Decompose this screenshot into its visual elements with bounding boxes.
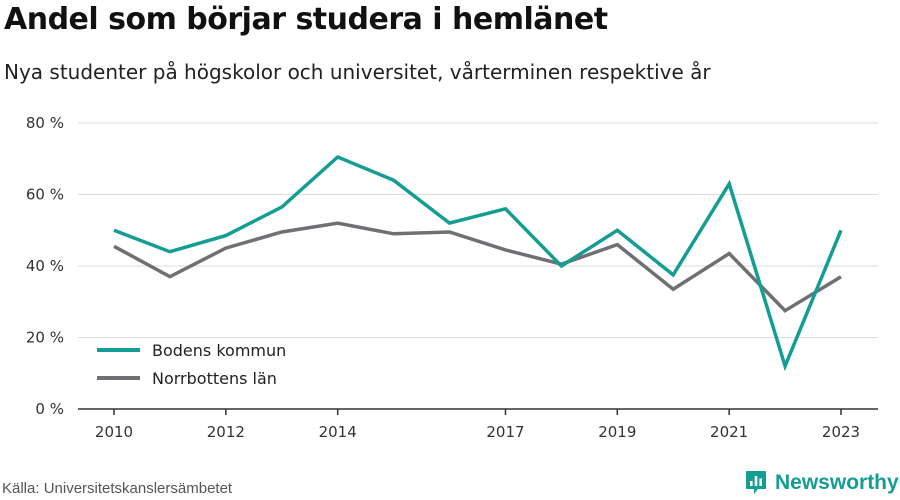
legend: Bodens kommun Norrbottens län (97, 341, 286, 388)
y-tick-label: 40 % (26, 257, 64, 275)
bar-chart-logo-icon (746, 471, 766, 494)
y-tick-label: 20 % (26, 329, 64, 347)
chart-subtitle: Nya studenter på högskolor och universit… (4, 60, 711, 84)
x-tick-label: 2017 (486, 423, 524, 441)
series-layer (113, 154, 843, 372)
y-tick-label: 0 % (35, 400, 64, 418)
x-tick-label: 2012 (207, 423, 245, 441)
series-line (113, 221, 842, 313)
brand-name: Newsworthy (775, 471, 899, 494)
x-tick-label: 2023 (822, 423, 860, 441)
legend-label: Bodens kommun (152, 341, 286, 360)
x-tick-label: 2021 (710, 423, 748, 441)
y-tick-label: 60 % (26, 186, 64, 204)
chart-title: Andel som börjar studera i hemlänet (4, 2, 608, 37)
legend-label: Norrbottens län (152, 369, 277, 388)
grid-layer: 0 % 20 % 40 % 60 % 80 % 2010 2012 2014 2017 2019 2… (26, 114, 878, 441)
x-tick-label: 2014 (319, 423, 357, 441)
x-tick-label: 2019 (598, 423, 636, 441)
line-chart: 0 % 20 % 40 % 60 % 80 % 2010 2012 2014 2017 2019 2… (26, 114, 878, 441)
source-note: Källa: Universitetskanslersämbetet (2, 480, 233, 497)
y-tick-label: 80 % (26, 114, 64, 132)
series-line (113, 154, 843, 372)
brand-logo: Newsworthy (745, 470, 899, 496)
x-tick-label: 2010 (95, 423, 133, 441)
